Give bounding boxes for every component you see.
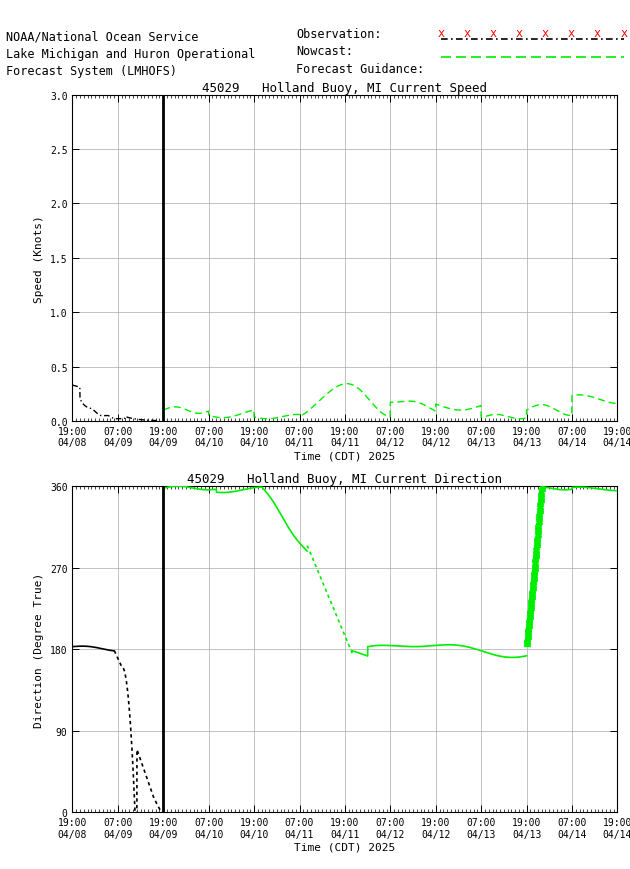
X-axis label: Time (CDT) 2025: Time (CDT) 2025 xyxy=(294,451,396,461)
Text: x: x xyxy=(490,26,497,39)
Text: Forecast Guidance:: Forecast Guidance: xyxy=(296,63,425,76)
Text: x: x xyxy=(542,26,549,39)
Title: 45029   Holland Buoy, MI Current Direction: 45029 Holland Buoy, MI Current Direction xyxy=(187,473,502,486)
Y-axis label: Speed (Knots): Speed (Knots) xyxy=(35,215,44,302)
Text: NOAA/National Ocean Service: NOAA/National Ocean Service xyxy=(6,30,198,43)
Text: x: x xyxy=(568,26,575,39)
Text: x: x xyxy=(620,26,627,39)
Text: Forecast System (LMHOFS): Forecast System (LMHOFS) xyxy=(6,65,177,78)
Text: x: x xyxy=(437,26,445,39)
Y-axis label: Direction (Degree True): Direction (Degree True) xyxy=(35,572,44,727)
Text: x: x xyxy=(464,26,471,39)
X-axis label: Time (CDT) 2025: Time (CDT) 2025 xyxy=(294,842,396,852)
Text: Observation:: Observation: xyxy=(296,28,382,41)
Title: 45029   Holland Buoy, MI Current Speed: 45029 Holland Buoy, MI Current Speed xyxy=(202,82,488,95)
Text: Nowcast:: Nowcast: xyxy=(296,45,353,58)
Text: x: x xyxy=(594,26,601,39)
Text: x: x xyxy=(516,26,523,39)
Text: Lake Michigan and Huron Operational: Lake Michigan and Huron Operational xyxy=(6,48,256,61)
